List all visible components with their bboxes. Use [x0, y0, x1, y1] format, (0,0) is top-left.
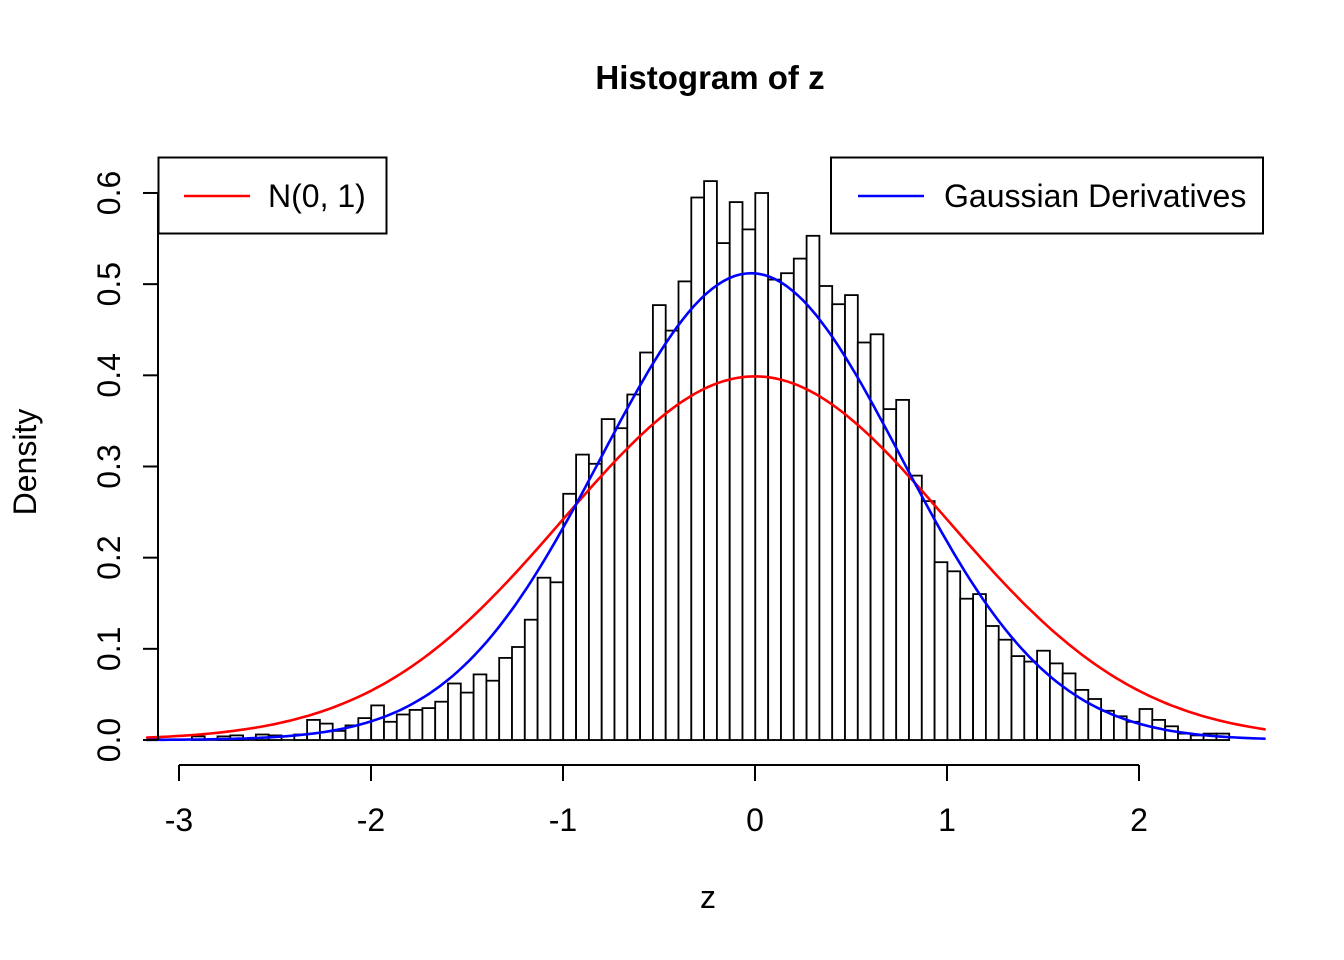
histogram-bar [972, 593, 987, 741]
histogram-bar [331, 730, 347, 741]
histogram-bar [716, 242, 731, 741]
legend-normal-curve: N(0, 1) [157, 156, 388, 235]
y-tick-label: 0.1 [91, 627, 127, 671]
y-tick-label: 0.2 [91, 535, 127, 579]
x-axis: -3 -2 -1 0 1 2 z [165, 764, 1148, 915]
histogram-bar [652, 304, 667, 741]
histogram-bar [767, 278, 782, 741]
histogram-bar [703, 180, 718, 741]
histogram-bar [856, 341, 872, 741]
histogram-bar [946, 570, 962, 741]
histogram-bar [639, 351, 654, 741]
histogram-bars [190, 180, 1231, 741]
x-tick-label: -2 [357, 802, 385, 838]
curve-n-0-1- [145, 375, 1266, 739]
histogram-bar [511, 646, 526, 741]
histogram-bar [1049, 662, 1064, 741]
histogram-bar [613, 427, 629, 741]
x-tick-label: -1 [549, 802, 577, 838]
histogram-bar [472, 673, 488, 741]
histogram-bar [1036, 649, 1051, 741]
y-axis-title: Density [7, 409, 43, 516]
y-tick-label: 0.4 [91, 353, 127, 397]
histogram-bar [1023, 660, 1039, 741]
histogram-bar [959, 597, 974, 741]
histogram-bar [459, 691, 475, 741]
x-tick-label: 2 [1130, 802, 1148, 838]
histogram-bar [588, 462, 603, 741]
histogram-bar [549, 581, 565, 741]
histogram-bar [664, 329, 680, 741]
histogram-bar [933, 561, 949, 741]
histogram-bar [831, 303, 846, 741]
histogram-bar [306, 719, 321, 741]
x-tick-label: 0 [746, 802, 764, 838]
y-tick-label: 0.6 [91, 171, 127, 215]
histogram-bar [792, 257, 808, 741]
x-tick-label: 1 [938, 802, 956, 838]
histogram-bar [1010, 655, 1026, 741]
histogram-bar [780, 272, 795, 741]
density-curves [145, 271, 1266, 742]
legend-label-normal: N(0, 1) [268, 178, 366, 214]
histogram-bar [421, 707, 437, 741]
histogram-bar [741, 228, 757, 741]
histogram-bar [728, 201, 744, 741]
histogram-bar [434, 700, 449, 741]
legend-label-gaussian-derivatives: Gaussian Derivatives [944, 178, 1246, 214]
histogram-bar [985, 625, 1000, 741]
histogram-bar [690, 196, 705, 741]
histogram-bar [370, 704, 385, 741]
histogram-bar [447, 682, 462, 741]
histogram-bar [395, 713, 411, 741]
histogram-bar [869, 333, 885, 741]
histogram-bar [1164, 725, 1179, 741]
histogram-bar [677, 280, 693, 741]
histogram-bar [383, 720, 398, 741]
x-axis-title: z [700, 879, 716, 915]
histogram-bar [818, 285, 834, 741]
x-tick-label: -3 [165, 802, 193, 838]
histogram-bar [408, 709, 424, 741]
legend-gaussian-derivatives: Gaussian Derivatives [830, 156, 1264, 235]
y-tick-label: 0.0 [91, 718, 127, 762]
histogram-bar [997, 638, 1013, 741]
histogram-bar [920, 500, 936, 741]
histogram-bar [562, 492, 577, 741]
histogram-bar [1061, 672, 1077, 741]
histogram-bar [498, 657, 513, 741]
histogram-bar [523, 618, 539, 741]
histogram-bar [536, 576, 552, 741]
y-axis: 0.0 0.1 0.2 0.3 0.4 0.5 0.6 Density [7, 171, 159, 762]
curve-gaussian-derivatives [145, 271, 1266, 742]
y-tick-label: 0.5 [91, 262, 127, 306]
histogram-bar [485, 679, 501, 741]
y-tick-label: 0.3 [91, 444, 127, 488]
histogram-bar [908, 474, 923, 741]
chart-title: Histogram of z [595, 59, 824, 96]
